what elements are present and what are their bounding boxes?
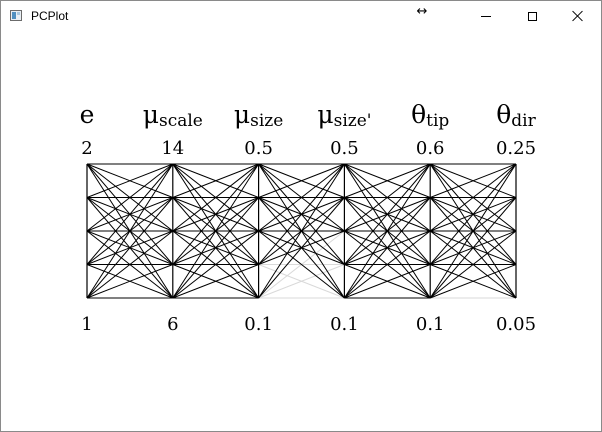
minimize-button[interactable] <box>463 1 509 31</box>
link-line <box>429 163 517 232</box>
axis-min-label: 0.05 <box>496 314 536 335</box>
link-line <box>86 163 174 232</box>
link-line <box>172 163 259 232</box>
link-line <box>258 197 345 299</box>
link-line <box>258 230 345 299</box>
link-line <box>429 230 517 299</box>
axis-name: μsize <box>234 100 283 131</box>
link-line <box>429 163 517 299</box>
minimize-icon <box>481 15 491 17</box>
axis-max-label: 0.25 <box>496 138 536 159</box>
axis-max-label: 2 <box>81 138 92 159</box>
faded-link-line <box>258 264 345 299</box>
link-line <box>344 230 431 299</box>
link-line <box>86 163 173 198</box>
axis-max-label: 0.6 <box>416 138 445 159</box>
axis-max-label: 0.5 <box>244 138 273 159</box>
link-line <box>344 163 431 232</box>
link-line <box>429 197 517 299</box>
link-line <box>172 163 259 265</box>
axis-min-label: 1 <box>81 314 92 335</box>
link-line <box>172 163 259 198</box>
link-line <box>86 163 174 299</box>
title-bar[interactable]: PCPlot ↔ <box>1 1 601 31</box>
link-line <box>344 163 431 198</box>
link-line <box>172 264 259 299</box>
axis-min-label: 0.1 <box>416 314 445 335</box>
link-line <box>86 230 174 299</box>
maximize-icon <box>527 11 537 21</box>
app-icon <box>10 10 22 21</box>
link-line <box>172 163 260 299</box>
link-line <box>86 264 173 299</box>
link-line <box>86 197 174 299</box>
link-line <box>172 230 259 299</box>
maximize-button[interactable] <box>509 1 555 31</box>
resize-horizontal-icon: ↔ <box>416 4 428 19</box>
link-line <box>258 163 345 265</box>
axis-max-label: 0.5 <box>330 138 359 159</box>
link-line <box>344 163 431 265</box>
link-line <box>343 163 431 299</box>
axis-min-label: 0.1 <box>244 314 273 335</box>
link-line <box>430 264 517 299</box>
axis-name: θdir <box>496 100 536 131</box>
plot-lines <box>86 163 517 299</box>
plot-axes <box>86 164 517 298</box>
link-line <box>430 163 517 198</box>
link-line <box>344 264 431 299</box>
axis-name: μsize' <box>317 100 371 131</box>
axis-min-label: 6 <box>167 314 178 335</box>
link-line <box>344 197 431 299</box>
link-line <box>258 163 345 198</box>
link-line <box>172 197 259 299</box>
link-line <box>429 163 517 265</box>
axis-name: e <box>80 100 95 129</box>
link-line <box>258 163 345 232</box>
axis-max-label: 14 <box>161 138 184 159</box>
axis-name: θtip <box>411 100 449 131</box>
link-line <box>258 163 345 299</box>
link-line <box>86 163 174 265</box>
window-title: PCPlot <box>31 9 69 23</box>
axis-labels: e 2 1 μscale 14 6 μsize 0.5 0.1 μsize' 0.5 0.1 θtip 0… <box>80 100 537 335</box>
axis-name: μscale <box>143 100 203 131</box>
axis-min-label: 0.1 <box>330 314 359 335</box>
